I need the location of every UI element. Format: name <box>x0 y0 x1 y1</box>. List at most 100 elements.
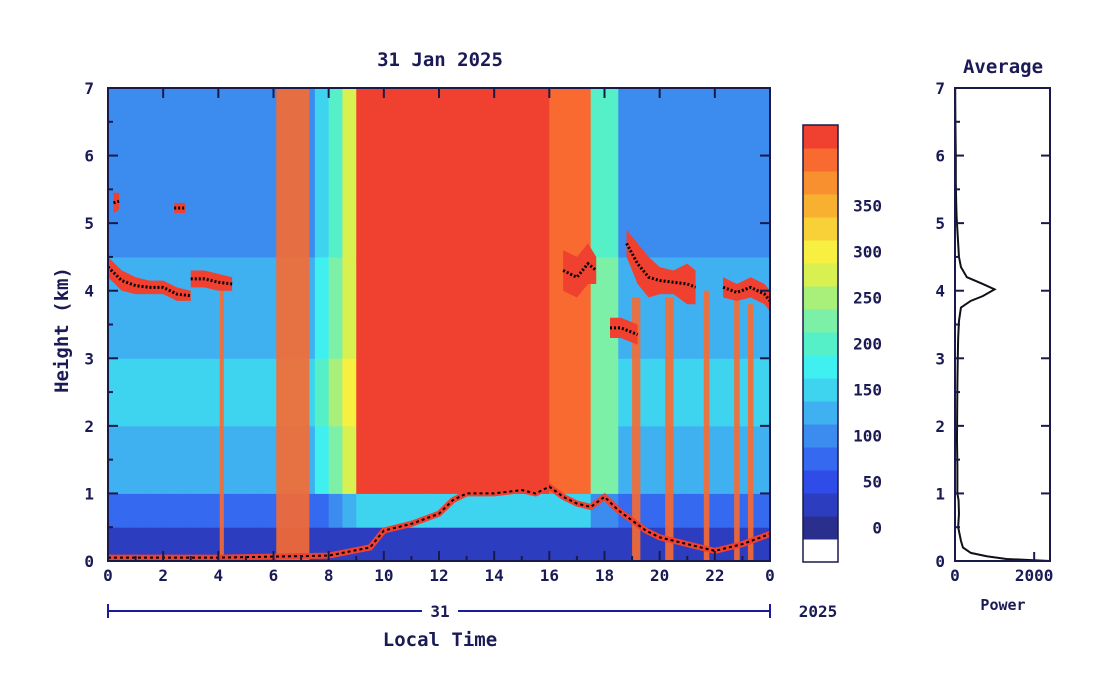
heatmap-cell <box>425 493 440 528</box>
heatmap-cell <box>121 88 137 258</box>
heatmap-cell <box>176 527 192 562</box>
heatmap-cell <box>397 358 412 427</box>
colorbar-cell <box>803 194 838 218</box>
cloud-layer <box>723 277 770 311</box>
heatmap-cell <box>701 88 716 258</box>
heatmap-cell <box>163 88 178 258</box>
heatmap-cell <box>618 425 633 494</box>
heatmap-cell <box>439 527 454 562</box>
heatmap-cell <box>176 493 192 528</box>
colorbar-tick-label: 150 <box>853 381 882 400</box>
date-bar-year: 2025 <box>799 602 838 621</box>
heatmap-cell <box>576 425 592 494</box>
heatmap-cell <box>259 527 274 562</box>
cloud-base-marker <box>106 265 191 298</box>
heatmap-cell <box>108 527 123 562</box>
heatmap-cell <box>466 358 481 427</box>
heatmap-cell <box>494 527 509 562</box>
heatmap-cell <box>645 88 661 258</box>
heatmap-cell <box>687 493 702 528</box>
heatmap-cell <box>163 527 178 562</box>
heatmap-cell <box>549 493 564 528</box>
cloud-layer <box>113 192 120 214</box>
cloud-layer <box>610 317 638 345</box>
heatmap-cell <box>507 256 523 359</box>
heatmap-cell <box>108 493 123 528</box>
heatmap-cell <box>452 425 468 494</box>
heatmap-cell <box>356 256 371 359</box>
heatmap-cell <box>383 493 399 528</box>
heatmap-cell <box>618 527 633 562</box>
heatmap-cell <box>466 256 481 359</box>
heatmap-cell <box>618 256 633 359</box>
heatmap-cell <box>370 88 385 258</box>
heatmap-cell <box>521 493 537 528</box>
y-tick-label: 2 <box>84 417 94 436</box>
y-tick-label: 3 <box>84 349 94 368</box>
y-tick-label: 4 <box>84 282 94 301</box>
heatmap-cell <box>135 88 150 258</box>
precipitation-column <box>665 297 674 561</box>
heatmap-cell <box>232 493 247 528</box>
heatmap-cell <box>563 425 578 494</box>
heatmap-cell <box>245 493 261 528</box>
heatmap-cell <box>618 358 633 427</box>
heatmap-cell <box>507 425 523 494</box>
heatmap-cell <box>218 88 233 258</box>
heatmap-cell <box>452 88 468 258</box>
x-tick-label: 16 <box>540 566 559 585</box>
heatmap-cell <box>714 88 730 258</box>
heatmap-cell <box>356 493 371 528</box>
heatmap-cell <box>604 527 619 562</box>
heatmap-features <box>106 88 772 561</box>
heatmap-cell <box>466 425 481 494</box>
heatmap-cell <box>673 493 688 528</box>
heatmap-cell <box>466 88 481 258</box>
heatmap-cell <box>163 256 178 359</box>
heatmap-cell <box>149 88 164 258</box>
heatmap-cell <box>494 425 509 494</box>
heatmap-cell <box>604 88 619 258</box>
heatmap-cell <box>521 425 537 494</box>
heatmap-cell <box>190 358 206 427</box>
heatmap-cell <box>645 358 661 427</box>
colorbar-tick-label: 250 <box>853 289 882 308</box>
profile-y-tick-label: 4 <box>935 282 945 301</box>
heatmap-cell <box>673 88 688 258</box>
heatmap-cell <box>328 256 343 359</box>
colorbar-cell <box>803 447 838 471</box>
heatmap-cell <box>576 88 592 258</box>
heatmap-cell <box>507 493 523 528</box>
x-tick-label: 20 <box>650 566 669 585</box>
profile-y-tick-label: 6 <box>935 147 945 166</box>
heatmap-cell <box>494 358 509 427</box>
heatmap-cell <box>314 358 330 427</box>
heatmap-cell <box>232 256 247 359</box>
heatmap-cell <box>149 425 164 494</box>
heatmap-cell <box>425 358 440 427</box>
heatmap-cell <box>204 493 219 528</box>
heatmap-cell <box>425 527 440 562</box>
heatmap-cell <box>232 88 247 258</box>
heatmap-cell <box>204 527 219 562</box>
heatmap-cell <box>576 358 592 427</box>
heatmap-cell <box>342 256 357 359</box>
heatmap-cell <box>314 493 330 528</box>
heatmap-cell <box>604 425 619 494</box>
heatmap-cell <box>135 493 150 528</box>
heatmap-cell <box>259 425 274 494</box>
heatmap-cell <box>149 256 164 359</box>
heatmap-cell <box>480 493 495 528</box>
heatmap-cell <box>342 88 357 258</box>
heatmap-cell <box>356 88 371 258</box>
x-tick-label: 2 <box>158 566 168 585</box>
colorbar-cell <box>803 263 838 287</box>
heatmap-cell <box>466 527 481 562</box>
heatmap-cell <box>604 256 619 359</box>
heatmap-cell <box>176 88 192 258</box>
heatmap-cell <box>411 358 426 427</box>
heatmap-cell <box>356 425 371 494</box>
heatmap-cell <box>342 425 357 494</box>
heatmap-cell <box>121 425 137 494</box>
